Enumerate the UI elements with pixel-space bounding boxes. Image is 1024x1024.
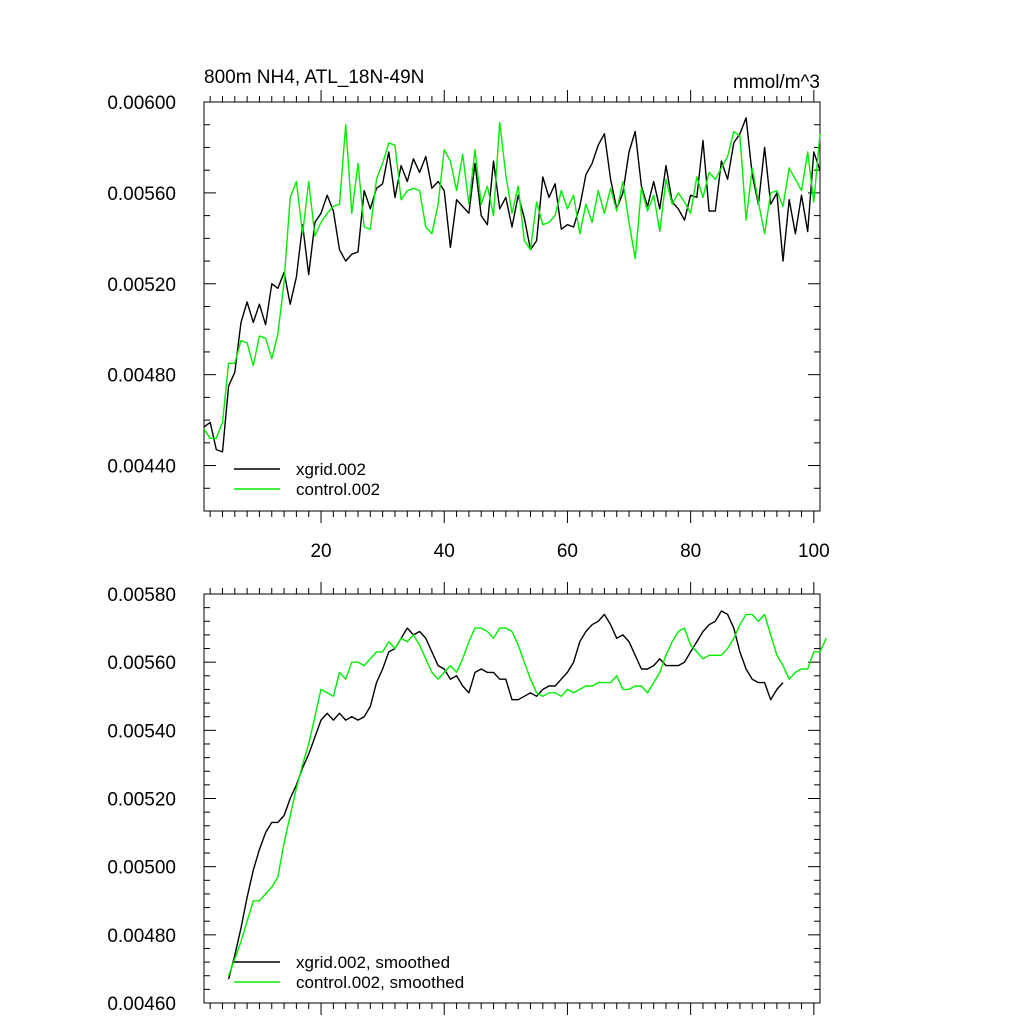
bottom-y-tick-label: 0.00540 <box>107 721 176 742</box>
bottom-chart-lines <box>227 610 827 980</box>
bottom-y-tick-label: 0.00500 <box>107 858 176 879</box>
top-chart-frame <box>203 101 821 512</box>
top-chart-title: 800m NH4, ATL_18N-49N <box>204 67 424 88</box>
top-legend-label-0: xgrid.002 <box>296 460 366 479</box>
top-x-tick-label: 40 <box>434 541 455 562</box>
bottom-y-tick-label: 0.00460 <box>107 994 176 1015</box>
top-x-tick-label: 60 <box>557 541 578 562</box>
bottom-y-tick-label: 0.00580 <box>107 585 176 606</box>
bottom-legend-label-1: control.002, smoothed <box>296 973 464 992</box>
bottom-series-line-0 <box>227 610 784 980</box>
bottom-chart-frame <box>203 593 821 1004</box>
bottom-chart-ticks <box>204 582 820 1015</box>
top-y-tick-label: 0.00600 <box>107 93 176 114</box>
top-chart-tick-labels: 20 40 60 80 100 0.00440 0.00480 0.00520 0.00560 0… <box>107 93 829 562</box>
bottom-y-tick-label: 0.00560 <box>107 653 176 674</box>
top-y-tick-label: 0.00560 <box>107 184 176 205</box>
top-chart-lines <box>203 117 821 453</box>
bottom-y-tick-label: 0.00520 <box>107 790 176 811</box>
top-series-line-0 <box>203 117 821 453</box>
bottom-chart-panel: 0.00460 0.00480 0.00500 0.00520 0.00540 0.005… <box>107 582 827 1015</box>
top-chart-ticks <box>204 90 820 523</box>
top-chart-units: mmol/m^3 <box>733 72 820 93</box>
top-y-tick-label: 0.00520 <box>107 275 176 296</box>
top-x-tick-label: 80 <box>680 541 701 562</box>
top-x-tick-label: 20 <box>310 541 331 562</box>
top-chart-panel: 800m NH4, ATL_18N-49N mmol/m^3 20 40 60 80 1… <box>107 67 829 562</box>
bottom-series-line-1 <box>227 613 827 976</box>
bottom-legend-label-0: xgrid.002, smoothed <box>296 953 450 972</box>
top-y-tick-label: 0.00480 <box>107 366 176 387</box>
top-series-line-1 <box>203 121 821 439</box>
top-legend-label-1: control.002 <box>296 480 380 499</box>
top-x-tick-label: 100 <box>798 541 830 562</box>
top-y-tick-label: 0.00440 <box>107 457 176 478</box>
bottom-chart-tick-labels: 0.00460 0.00480 0.00500 0.00520 0.00540 0.005… <box>107 585 176 1015</box>
bottom-y-tick-label: 0.00480 <box>107 926 176 947</box>
